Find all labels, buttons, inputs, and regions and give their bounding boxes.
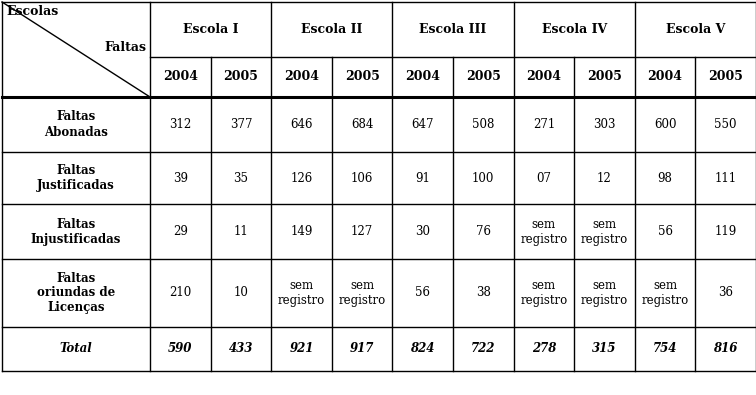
Text: 917: 917 [350, 342, 374, 356]
Text: 377: 377 [230, 118, 253, 131]
Text: 271: 271 [533, 118, 555, 131]
Text: 647: 647 [411, 118, 434, 131]
Text: 2004: 2004 [648, 70, 683, 83]
Text: 12: 12 [597, 171, 612, 184]
Text: 508: 508 [472, 118, 494, 131]
Text: 2004: 2004 [284, 70, 319, 83]
Text: 722: 722 [471, 342, 495, 356]
Text: Total: Total [60, 342, 92, 356]
Text: 754: 754 [653, 342, 677, 356]
Text: 38: 38 [476, 286, 491, 299]
Text: 76: 76 [476, 225, 491, 238]
Text: 35: 35 [234, 171, 249, 184]
Text: Escola IV: Escola IV [541, 23, 607, 36]
Text: Escola V: Escola V [666, 23, 725, 36]
Text: 126: 126 [290, 171, 313, 184]
Text: 100: 100 [472, 171, 494, 184]
Text: 30: 30 [415, 225, 430, 238]
Text: sem
registro: sem registro [581, 279, 628, 307]
Text: 303: 303 [593, 118, 615, 131]
Text: Escola I: Escola I [183, 23, 238, 36]
Text: 07: 07 [537, 171, 551, 184]
Text: Faltas
Abonadas: Faltas Abonadas [44, 111, 108, 139]
Text: 2004: 2004 [526, 70, 562, 83]
Text: 39: 39 [173, 171, 187, 184]
Text: sem
registro: sem registro [642, 279, 689, 307]
Text: 550: 550 [714, 118, 737, 131]
Text: 56: 56 [415, 286, 430, 299]
Text: 149: 149 [290, 225, 313, 238]
Text: 315: 315 [592, 342, 617, 356]
Text: 278: 278 [531, 342, 556, 356]
Text: 11: 11 [234, 225, 248, 238]
Text: 646: 646 [290, 118, 313, 131]
Text: 2004: 2004 [405, 70, 440, 83]
Text: 2005: 2005 [466, 70, 500, 83]
Text: 210: 210 [169, 286, 191, 299]
Text: 312: 312 [169, 118, 191, 131]
Text: 36: 36 [718, 286, 733, 299]
Text: 2005: 2005 [345, 70, 380, 83]
Text: 98: 98 [658, 171, 673, 184]
Text: Escolas: Escolas [6, 5, 58, 18]
Text: 684: 684 [351, 118, 373, 131]
Text: 433: 433 [229, 342, 253, 356]
Text: 119: 119 [714, 225, 737, 238]
Text: 2005: 2005 [224, 70, 259, 83]
Text: Escola II: Escola II [301, 23, 362, 36]
Text: 29: 29 [173, 225, 187, 238]
Text: sem
registro: sem registro [520, 279, 568, 307]
Text: 91: 91 [415, 171, 430, 184]
Text: Faltas: Faltas [104, 41, 146, 54]
Text: 816: 816 [714, 342, 738, 356]
Text: Faltas
Justificadas: Faltas Justificadas [37, 164, 115, 192]
Text: 106: 106 [351, 171, 373, 184]
Text: Escola III: Escola III [420, 23, 487, 36]
Text: 921: 921 [290, 342, 314, 356]
Text: sem
registro: sem registro [278, 279, 325, 307]
Text: Faltas
Injustificadas: Faltas Injustificadas [31, 218, 121, 246]
Text: 111: 111 [714, 171, 737, 184]
Text: 56: 56 [658, 225, 673, 238]
Text: 10: 10 [234, 286, 248, 299]
Text: 2005: 2005 [587, 70, 622, 83]
Text: 127: 127 [351, 225, 373, 238]
Text: Faltas
oriundas de
Licenças: Faltas oriundas de Licenças [37, 271, 115, 314]
Text: 600: 600 [654, 118, 677, 131]
Text: sem
registro: sem registro [339, 279, 386, 307]
Text: 590: 590 [168, 342, 193, 356]
Text: 2005: 2005 [708, 70, 743, 83]
Text: sem
registro: sem registro [581, 218, 628, 246]
Text: 824: 824 [411, 342, 435, 356]
Text: 2004: 2004 [163, 70, 198, 83]
Text: sem
registro: sem registro [520, 218, 568, 246]
